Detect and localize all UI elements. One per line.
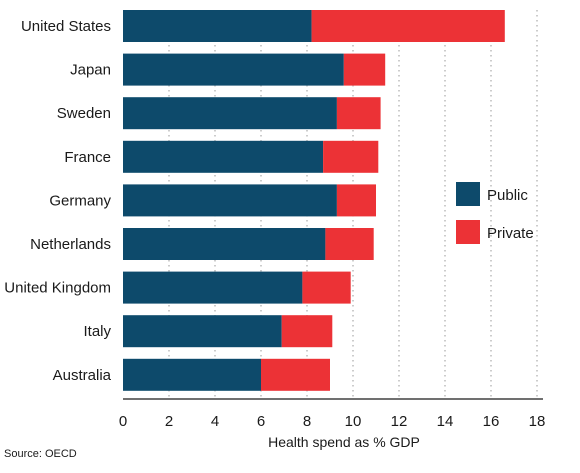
bar-private-united-states: [311, 10, 505, 42]
x-ticks: 0 2 4 6 8 10 12 14 16 18: [119, 413, 546, 430]
bar-private-france: [323, 140, 379, 173]
bars: [123, 10, 505, 391]
bar-public-australia: [123, 358, 261, 391]
category-label: Netherlands: [30, 236, 111, 253]
category-label: Italy: [83, 323, 111, 340]
x-tick-label: 4: [211, 413, 219, 430]
bar-private-netherlands: [325, 228, 374, 260]
legend-swatch-public: [456, 182, 480, 206]
x-tick-label: 18: [529, 413, 546, 430]
legend-label-private: Private: [487, 225, 534, 242]
bar-public-japan: [123, 53, 344, 86]
category-label: Sweden: [57, 105, 111, 122]
bar-private-germany: [336, 184, 376, 217]
x-tick-label: 8: [303, 413, 311, 430]
bar-public-united-states: [123, 10, 312, 42]
category-label: United States: [21, 18, 111, 35]
bar-public-italy: [123, 315, 282, 348]
bar-public-germany: [123, 184, 337, 217]
x-tick-label: 16: [483, 413, 500, 430]
bar-public-sweden: [123, 97, 337, 130]
x-tick-label: 12: [391, 413, 408, 430]
x-tick-label: 14: [437, 413, 454, 430]
category-label: United Kingdom: [4, 280, 111, 297]
bar-private-united-kingdom: [302, 271, 351, 304]
bar-public-france: [123, 140, 324, 173]
bar-private-sweden: [336, 97, 381, 130]
bar-public-united-kingdom: [123, 271, 303, 304]
legend-label-public: Public: [487, 187, 528, 204]
legend: Public Private: [456, 182, 534, 244]
bar-private-australia: [261, 358, 330, 391]
x-tick-label: 10: [345, 413, 362, 430]
bar-private-italy: [281, 315, 333, 348]
x-tick-label: 0: [119, 413, 127, 430]
legend-swatch-private: [456, 220, 480, 244]
category-label: France: [64, 149, 111, 166]
category-label: Japan: [70, 62, 111, 79]
category-label: Australia: [53, 367, 112, 384]
x-tick-label: 6: [257, 413, 265, 430]
source-note: Source: OECD: [4, 448, 77, 460]
category-labels: United States Japan Sweden France Germany Net…: [4, 18, 111, 384]
x-axis-title: Health spend as % GDP: [268, 434, 420, 450]
bar-private-japan: [343, 53, 386, 86]
category-label: Germany: [49, 192, 111, 209]
x-tick-label: 2: [165, 413, 173, 430]
bar-public-netherlands: [123, 228, 326, 260]
